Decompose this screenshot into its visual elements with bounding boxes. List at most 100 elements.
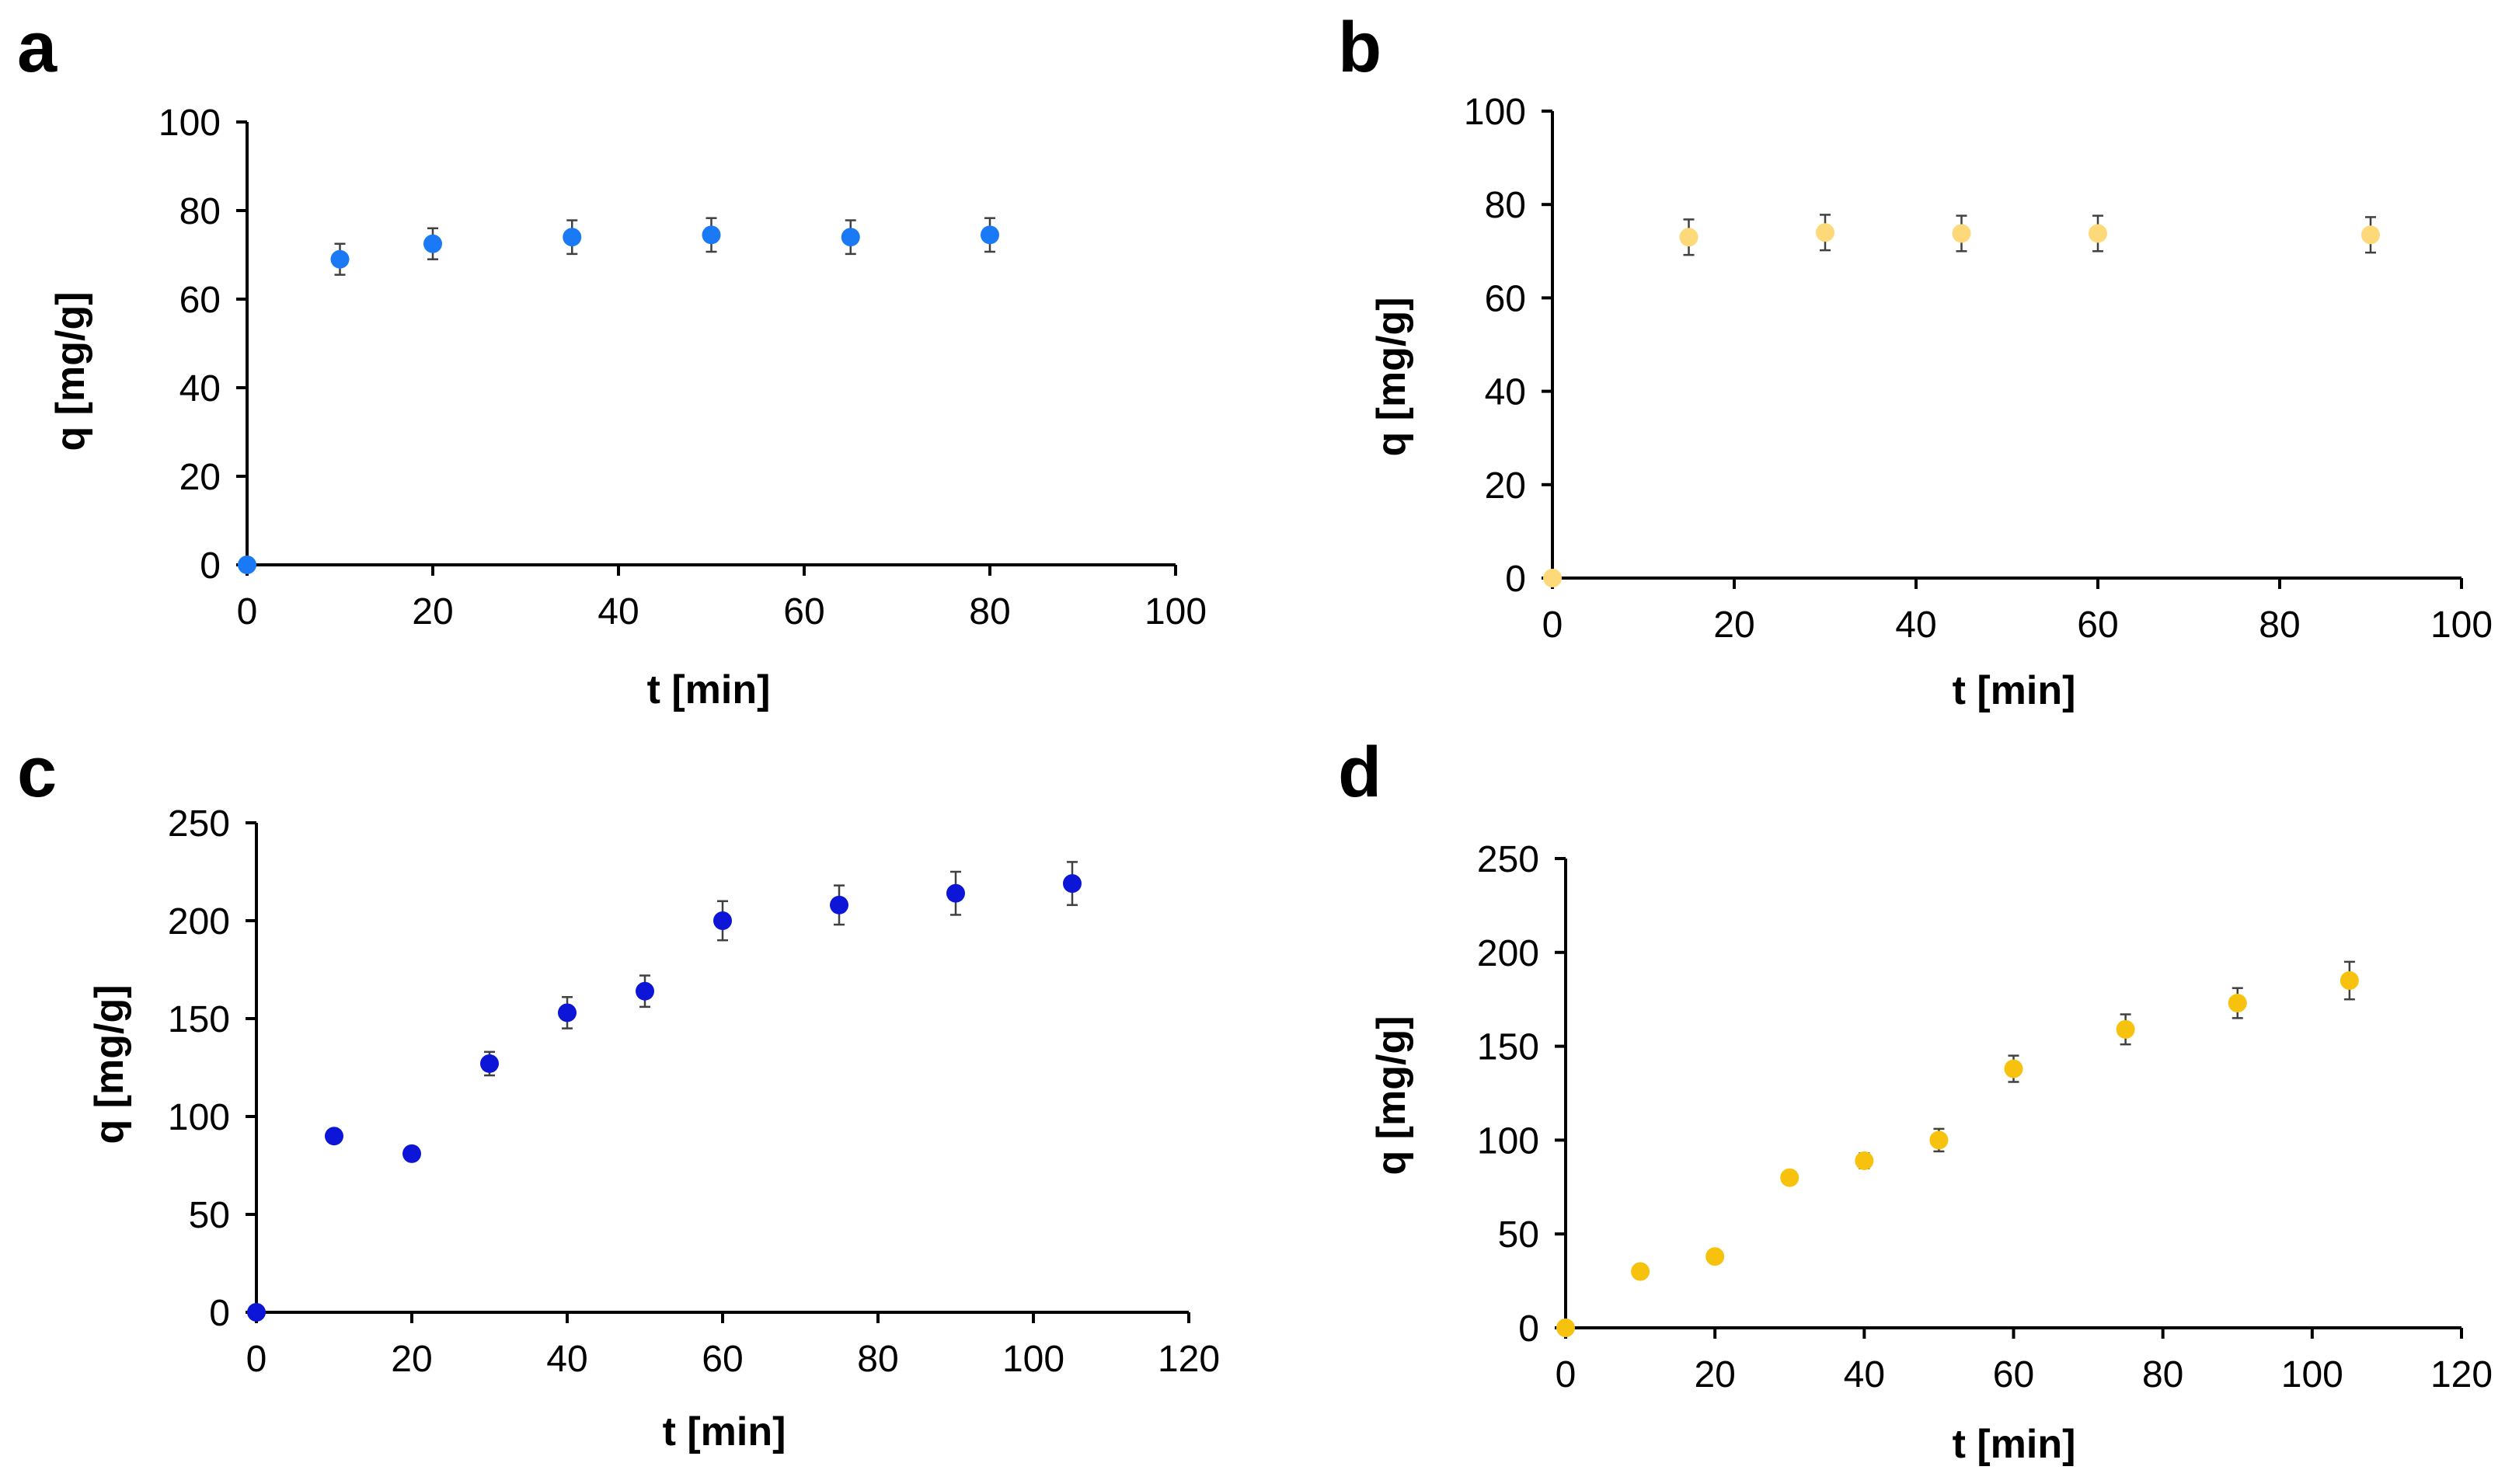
data-point (2004, 1059, 2023, 1078)
x-tick-label: 20 (1713, 604, 1754, 646)
data-point (1855, 1151, 1874, 1170)
data-point (480, 1054, 499, 1073)
y-tick-label: 150 (168, 999, 230, 1040)
y-tick-label: 80 (1485, 185, 1526, 226)
data-point (325, 1127, 343, 1146)
data-point (702, 225, 721, 245)
y-tick-label: 250 (1477, 839, 1539, 880)
chart-panel-d: d t [min] q [mg/g] 0 20 40 60 80 100 120 0 50 100… (1338, 733, 2493, 1467)
data-point (1952, 224, 1971, 243)
x-tick-label: 80 (2142, 1354, 2183, 1395)
data-point (563, 228, 582, 247)
x-tick-label: 60 (2077, 604, 2118, 646)
x-tick-label: 100 (1145, 591, 1207, 632)
data-point (981, 225, 999, 245)
y-tick-label: 50 (189, 1195, 230, 1236)
x-axis-title-d: t [min] (1953, 1422, 2076, 1467)
data-point (2361, 225, 2380, 245)
data-point (402, 1144, 421, 1163)
x-tick-label: 40 (598, 591, 639, 632)
data-point (946, 883, 965, 903)
x-axis-title-b: t [min] (1953, 668, 2076, 713)
data-point (841, 228, 860, 247)
y-axis-title-d: q [mg/g] (1369, 1015, 1414, 1175)
panel-label-a: a (17, 8, 57, 87)
data-point (1929, 1130, 1949, 1150)
x-tick-label: 40 (1844, 1354, 1885, 1395)
x-tick-label: 0 (237, 591, 258, 632)
x-tick-label: 120 (1158, 1339, 1220, 1380)
y-axis-title-c: q [mg/g] (87, 984, 132, 1144)
panel-label-c: c (17, 733, 57, 812)
x-tick-label: 20 (391, 1339, 432, 1380)
data-point (1679, 228, 1698, 247)
data-point (1705, 1247, 1725, 1266)
y-tick-label: 40 (179, 368, 221, 409)
x-tick-label: 0 (1542, 604, 1563, 646)
x-tick-label: 100 (2281, 1354, 2343, 1395)
y-tick-label: 0 (1505, 559, 1526, 600)
data-point (558, 1003, 577, 1022)
y-tick-label: 50 (1498, 1214, 1539, 1256)
y-tick-label: 250 (168, 803, 230, 845)
y-tick-label: 150 (1477, 1027, 1539, 1068)
data-point (423, 234, 442, 253)
chart-panel-b: b t [min] q [mg/g] 0 20 40 60 80 100 0 20 40 60 80… (1338, 8, 2493, 713)
y-axis-title-a: q [mg/g] (48, 291, 93, 451)
data-point (247, 1303, 266, 1322)
data-point (713, 911, 732, 930)
y-tick-label: 200 (168, 901, 230, 942)
y-tick-label: 100 (168, 1097, 230, 1138)
chart-panel-a: a t [min] q [mg/g] 0 20 40 60 80 100 0 20 40 60 80… (17, 8, 1207, 712)
y-tick-label: 0 (200, 545, 221, 587)
x-tick-label: 120 (2430, 1354, 2493, 1395)
x-tick-label: 60 (1993, 1354, 2034, 1395)
y-tick-label: 40 (1485, 372, 1526, 413)
x-tick-label: 20 (412, 591, 453, 632)
data-point (830, 895, 848, 914)
data-point (330, 249, 350, 269)
data-point (2340, 971, 2359, 991)
y-tick-label: 60 (179, 280, 221, 321)
x-axis-title-a: t [min] (647, 667, 771, 712)
x-tick-label: 40 (1895, 604, 1936, 646)
data-point (2089, 224, 2107, 243)
y-tick-label: 60 (1485, 278, 1526, 319)
data-point (1063, 874, 1082, 894)
data-point (2228, 994, 2247, 1013)
data-point (238, 556, 256, 574)
x-tick-label: 80 (969, 591, 1010, 632)
x-tick-label: 0 (1556, 1354, 1577, 1395)
data-point (1631, 1262, 1650, 1281)
y-tick-label: 100 (159, 103, 221, 144)
data-point (1556, 1319, 1575, 1337)
x-tick-label: 100 (2430, 604, 2493, 646)
y-tick-label: 80 (179, 191, 221, 232)
panel-label-d: d (1338, 733, 1381, 812)
data-point (2116, 1019, 2135, 1039)
x-tick-label: 40 (546, 1339, 587, 1380)
y-axis-title-b: q [mg/g] (1369, 297, 1414, 456)
y-tick-label: 0 (209, 1293, 230, 1334)
x-tick-label: 60 (783, 591, 824, 632)
y-tick-label: 0 (1518, 1308, 1539, 1350)
x-axis-title-c: t [min] (663, 1409, 786, 1454)
y-tick-label: 100 (1464, 92, 1526, 133)
y-tick-label: 200 (1477, 933, 1539, 974)
x-tick-label: 80 (2259, 604, 2300, 646)
panel-label-b: b (1338, 8, 1381, 87)
x-tick-label: 20 (1694, 1354, 1735, 1395)
y-tick-label: 20 (1485, 465, 1526, 507)
y-tick-label: 100 (1477, 1120, 1539, 1162)
x-tick-label: 100 (1002, 1339, 1064, 1380)
y-tick-label: 20 (179, 457, 221, 498)
x-tick-label: 80 (857, 1339, 898, 1380)
data-point (636, 981, 654, 1001)
data-point (1543, 569, 1562, 587)
chart-panel-c: c t [min] q [mg/g] 0 20 40 60 80 100 120 0 50 100… (17, 733, 1220, 1454)
data-point (1816, 223, 1834, 242)
data-point (1780, 1168, 1800, 1187)
x-tick-label: 0 (246, 1339, 267, 1380)
x-tick-label: 60 (702, 1339, 743, 1380)
